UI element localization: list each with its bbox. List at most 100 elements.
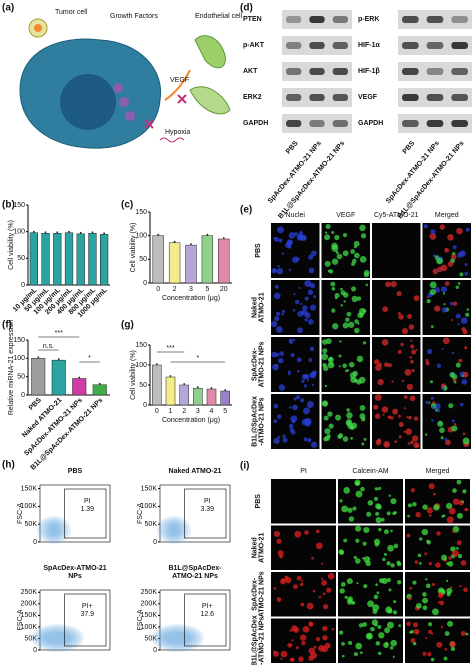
cell-signal bbox=[407, 442, 411, 445]
cell-signal bbox=[462, 329, 468, 335]
x-axis-label: Concentration (μg) bbox=[162, 417, 220, 424]
cell-signal bbox=[287, 370, 291, 374]
cell-signal bbox=[306, 602, 314, 610]
cell-signal bbox=[363, 584, 368, 589]
dot bbox=[32, 230, 35, 233]
cell-signal bbox=[370, 626, 375, 632]
gate-label: PI bbox=[84, 498, 91, 505]
cell-signal bbox=[384, 627, 390, 634]
cell-signal bbox=[451, 530, 455, 533]
cell-signal bbox=[308, 655, 314, 661]
cell-signal bbox=[388, 494, 392, 497]
cell-signal bbox=[341, 641, 345, 646]
y-tick-label: 50 bbox=[139, 382, 147, 389]
cell-signal bbox=[462, 437, 470, 445]
cell-signal bbox=[405, 428, 413, 436]
density bbox=[37, 628, 78, 648]
cell-signal bbox=[439, 224, 446, 230]
cell-signal bbox=[459, 272, 464, 277]
cell-signal bbox=[288, 268, 292, 272]
cell-signal bbox=[340, 290, 346, 296]
cell-signal bbox=[323, 415, 329, 421]
cell-signal bbox=[334, 296, 338, 300]
panel-label: (f) bbox=[2, 320, 12, 331]
cell-signal bbox=[386, 561, 391, 566]
cell-signal bbox=[465, 312, 470, 317]
bar bbox=[64, 232, 74, 286]
cell-signal bbox=[318, 595, 322, 599]
bar bbox=[165, 376, 176, 406]
cell-signal bbox=[360, 486, 365, 492]
cell-signal bbox=[455, 362, 461, 368]
cell-signal bbox=[362, 557, 365, 560]
cell-signal bbox=[450, 254, 457, 260]
cell-signal bbox=[443, 656, 448, 661]
endothelial-cell bbox=[189, 86, 231, 115]
dot bbox=[190, 243, 192, 246]
cell-signal bbox=[361, 442, 365, 446]
cell-signal bbox=[332, 323, 339, 330]
band bbox=[402, 68, 419, 75]
cell-signal bbox=[360, 233, 367, 239]
bar bbox=[185, 244, 197, 284]
cell-signal bbox=[338, 365, 341, 368]
cell-signal bbox=[321, 400, 329, 407]
cell-signal bbox=[330, 281, 336, 287]
cell-signal bbox=[347, 507, 353, 513]
density bbox=[49, 524, 59, 536]
significance: n.s. bbox=[43, 343, 54, 350]
cell-signal bbox=[401, 379, 405, 383]
cell-signal bbox=[426, 299, 431, 304]
cell-signal bbox=[354, 327, 360, 334]
cell-signal bbox=[331, 286, 336, 291]
cell-signal bbox=[386, 621, 394, 629]
cell-signal bbox=[451, 351, 455, 355]
cell-signal bbox=[303, 384, 308, 388]
micrograph bbox=[338, 572, 403, 617]
density bbox=[160, 518, 188, 542]
gate-percent: 37.9 bbox=[80, 611, 94, 618]
cell-signal bbox=[277, 357, 284, 364]
cell-signal bbox=[436, 257, 443, 265]
cell-signal bbox=[465, 227, 470, 232]
cell-signal bbox=[385, 606, 393, 614]
cell-signal bbox=[296, 646, 300, 650]
cell-signal bbox=[320, 577, 324, 580]
cell-signal bbox=[304, 420, 312, 427]
y-tick-label: 100 bbox=[135, 362, 147, 369]
cell-signal bbox=[292, 309, 296, 312]
band-label: p-ERK bbox=[358, 16, 379, 23]
cell-signal bbox=[439, 427, 445, 434]
cell-signal bbox=[439, 600, 445, 606]
cell-signal bbox=[454, 423, 457, 426]
dot bbox=[210, 387, 213, 389]
cell-signal bbox=[302, 625, 310, 633]
cell-signal bbox=[425, 359, 429, 363]
density bbox=[43, 520, 65, 540]
cell-signal bbox=[300, 398, 305, 403]
cell-signal bbox=[425, 361, 430, 366]
bar bbox=[193, 387, 203, 406]
cell-signal bbox=[382, 557, 386, 562]
band-label: PTEN bbox=[243, 16, 262, 23]
cell-signal bbox=[315, 529, 320, 534]
cell-signal bbox=[343, 487, 351, 494]
cell-signal bbox=[452, 498, 460, 505]
y-tick-label: 50K bbox=[25, 635, 38, 642]
gate bbox=[184, 488, 227, 539]
cell-signal bbox=[321, 646, 328, 653]
plot-title: SpAcDex-ATMO-21 bbox=[43, 565, 106, 572]
cell-signal bbox=[427, 651, 432, 657]
row-label: PBS bbox=[255, 494, 262, 509]
cell-signal bbox=[274, 315, 280, 322]
cell-signal bbox=[282, 434, 286, 438]
cell-signal bbox=[347, 321, 355, 328]
cell-signal bbox=[397, 349, 402, 354]
gate-percent: 3.39 bbox=[200, 506, 214, 513]
cell-signal bbox=[311, 250, 317, 257]
receptor bbox=[119, 97, 129, 107]
y-axis-label: Cell viability (%) bbox=[8, 220, 15, 270]
y-tick-label: 0 bbox=[153, 647, 157, 654]
cell-signal bbox=[277, 264, 280, 268]
cell-signal bbox=[454, 381, 457, 384]
